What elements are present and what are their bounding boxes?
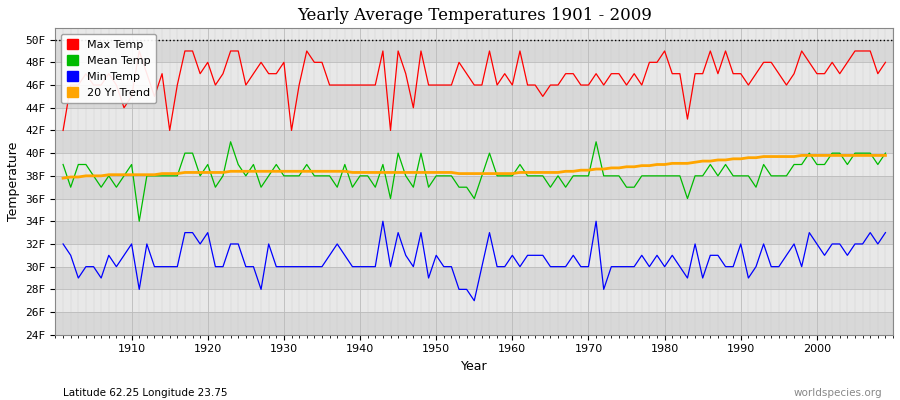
Bar [56,267,893,289]
Bar [56,198,893,221]
Bar [56,108,893,130]
X-axis label: Year: Year [461,360,488,373]
Bar [56,244,893,267]
Bar [56,40,893,62]
Bar [56,312,893,335]
Bar [56,130,893,153]
Y-axis label: Temperature: Temperature [7,142,20,221]
Bar [56,85,893,108]
Text: Latitude 62.25 Longitude 23.75: Latitude 62.25 Longitude 23.75 [63,388,228,398]
Text: worldspecies.org: worldspecies.org [794,388,882,398]
Bar [56,221,893,244]
Bar [56,176,893,198]
Bar [56,62,893,85]
Title: Yearly Average Temperatures 1901 - 2009: Yearly Average Temperatures 1901 - 2009 [297,7,652,24]
Bar [56,153,893,176]
Bar [56,289,893,312]
Legend: Max Temp, Mean Temp, Min Temp, 20 Yr Trend: Max Temp, Mean Temp, Min Temp, 20 Yr Tre… [61,34,156,103]
